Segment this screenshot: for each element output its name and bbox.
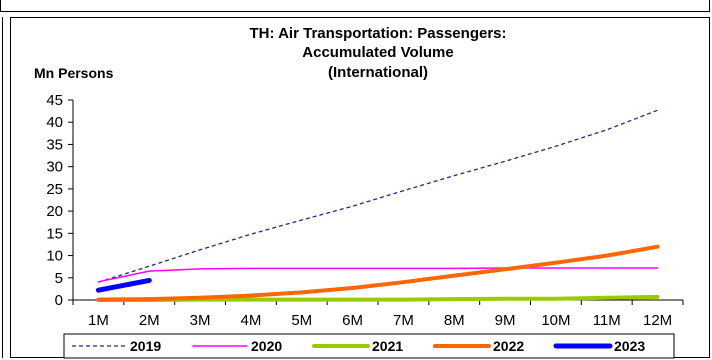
- x-tick-label: 2M: [139, 312, 160, 329]
- x-tick-label: 7M: [393, 312, 414, 329]
- x-tick-label: 10M: [541, 312, 570, 329]
- chart-title-line-2: Accumulated Volume: [302, 44, 453, 61]
- series-line-2019: [98, 109, 658, 283]
- y-tick-label: 5: [55, 270, 63, 287]
- x-tick-label: 1M: [88, 312, 109, 329]
- x-tick-label: 5M: [291, 312, 312, 329]
- x-tick-label: 4M: [240, 312, 261, 329]
- series-line-2023: [95, 277, 152, 293]
- x-tick-label: 9M: [495, 312, 516, 329]
- y-tick-label: 10: [46, 248, 63, 265]
- chart-title: TH: Air Transportation: Passengers: Accu…: [250, 25, 507, 81]
- x-tick-label: 11M: [593, 312, 621, 329]
- y-axis-label: Mn Persons: [34, 65, 114, 81]
- plot-area: [95, 109, 660, 302]
- x-tick-label: 12M: [643, 312, 672, 329]
- y-tick-label: 40: [46, 114, 63, 131]
- chart-title-line-1: TH: Air Transportation: Passengers:: [250, 25, 507, 42]
- legend-label-2020: 2020: [251, 338, 282, 354]
- series-line-2020: [97, 267, 659, 283]
- chart-title-line-3: (International): [328, 64, 428, 81]
- legend-label-2023: 2023: [614, 338, 645, 354]
- y-tick-label: 25: [46, 181, 63, 198]
- y-tick-label: 20: [46, 203, 63, 220]
- legend-label-2019: 2019: [130, 338, 161, 354]
- x-tick-label: 6M: [342, 312, 363, 329]
- series-line-2022: [96, 244, 660, 302]
- y-tick-label: 35: [46, 136, 63, 153]
- top-panel-border: [0, 0, 710, 12]
- legend: 2019 2020 2021 2022 2023: [63, 333, 675, 359]
- y-tick-label: 15: [46, 225, 63, 242]
- legend-label-2021: 2021: [372, 338, 403, 354]
- legend-label-2022: 2022: [493, 338, 524, 354]
- y-tick-label: 0: [55, 292, 63, 309]
- y-tick-label: 30: [46, 159, 63, 176]
- y-tick-label: 45: [46, 92, 63, 109]
- x-tick-label: 8M: [444, 312, 465, 329]
- left-panel-border: [2, 17, 3, 358]
- x-tick-label: 3M: [190, 312, 211, 329]
- axes: 0 5 10 15 20 25 30 35 40 45 1M 2M 3M 4M 5M 6M 7M 8M 9M 10M 1…: [46, 92, 684, 329]
